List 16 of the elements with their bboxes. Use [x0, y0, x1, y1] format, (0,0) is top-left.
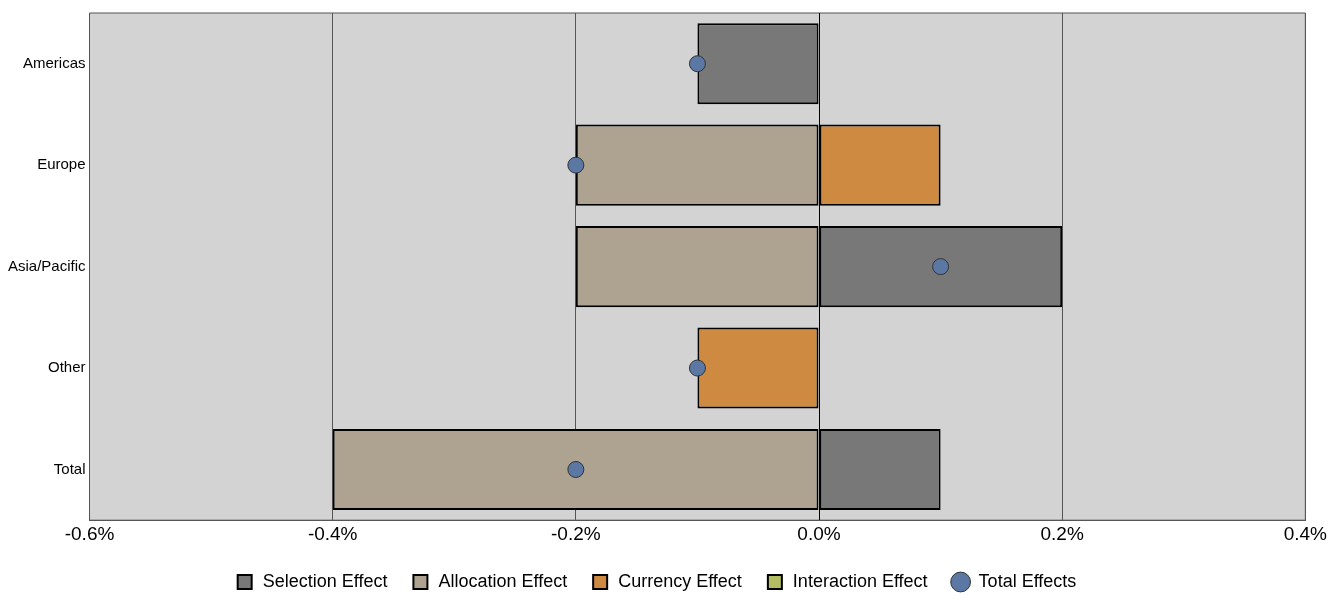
legend-label: Selection Effect — [262, 570, 388, 591]
legend-label: Total Effects — [978, 570, 1077, 591]
y-tick-label: Other — [48, 358, 86, 376]
x-tick-label: 0.0% — [797, 522, 841, 544]
x-tick-label: -0.6% — [64, 522, 115, 544]
x-tick-label: 0.4% — [1283, 522, 1328, 544]
y-tick-label: Americas — [23, 53, 86, 71]
x-tick-label: 0.2% — [1040, 522, 1084, 544]
y-tick-label: Europe — [37, 155, 86, 173]
x-tick-label: -0.2% — [551, 522, 601, 544]
x-tick-label: -0.4% — [307, 522, 358, 544]
legend-label: Currency Effect — [618, 570, 742, 591]
legend-label: Interaction Effect — [792, 570, 928, 591]
legend-label: Allocation Effect — [438, 570, 568, 591]
y-tick-label: Total — [53, 459, 86, 477]
y-tick-label: Asia/Pacific — [8, 256, 87, 274]
